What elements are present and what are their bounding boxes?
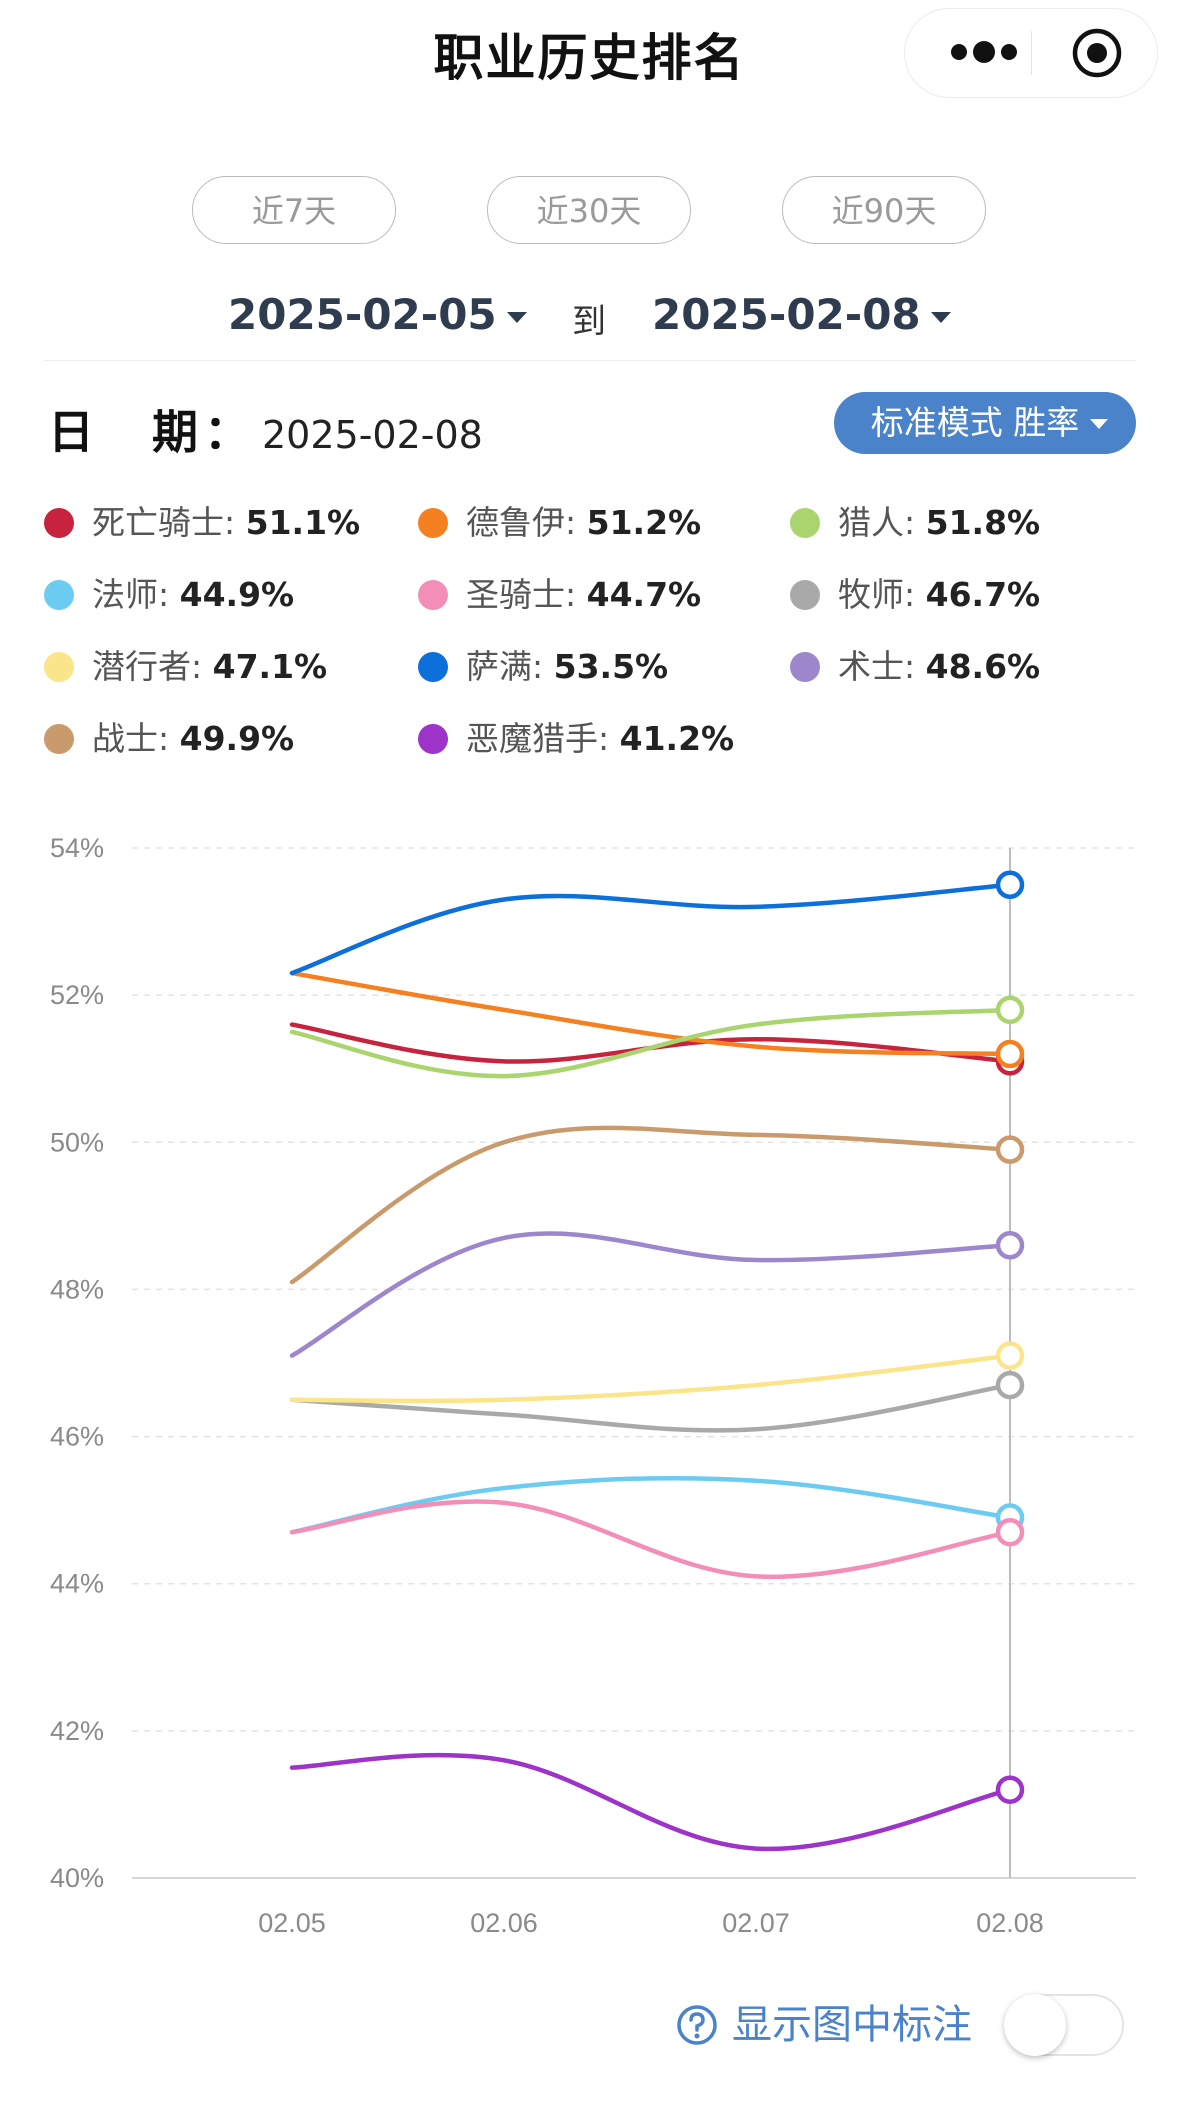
- series-line: [289, 1125, 1013, 1285]
- y-tick-label: 46%: [50, 1422, 104, 1452]
- capsule-separator: [1031, 31, 1032, 75]
- legend-dot: [44, 580, 74, 610]
- end-date-select[interactable]: 2025-02-08: [652, 290, 951, 339]
- series-line: [289, 882, 1013, 976]
- section-divider: [44, 360, 1136, 361]
- legend-dot: [44, 508, 74, 538]
- toggle-knob[interactable]: [1004, 1994, 1066, 2056]
- chevron-down-icon: [930, 312, 951, 323]
- y-tick-label: 40%: [50, 1863, 104, 1893]
- chevron-down-icon: [1090, 419, 1108, 429]
- legend-value: 49.9%: [179, 719, 295, 758]
- legend-name: 术士: [838, 647, 904, 686]
- legend-dot: [44, 724, 74, 754]
- legend-name: 法师: [92, 575, 158, 614]
- mini-program-capsule: [904, 8, 1158, 98]
- legend-dot: [790, 508, 820, 538]
- x-tick-label: 02.07: [722, 1908, 790, 1938]
- legend-name: 牧师: [838, 575, 904, 614]
- annotation-toggle-switch[interactable]: [1004, 1994, 1124, 2056]
- y-tick-label: 42%: [50, 1716, 104, 1746]
- legend-dot: [790, 652, 820, 682]
- series-line: [289, 970, 1013, 1057]
- series-point: [995, 1517, 1025, 1547]
- page-title: 职业历史排名: [433, 29, 746, 87]
- end-date-value: 2025-02-08: [652, 290, 921, 339]
- legend-name: 德鲁伊: [466, 503, 565, 542]
- legend-name: 战士: [92, 719, 158, 758]
- more-dots-icon[interactable]: [939, 29, 1029, 75]
- y-tick-label: 52%: [50, 980, 104, 1010]
- x-tick-label: 02.05: [258, 1908, 326, 1938]
- series-line: [289, 1475, 1013, 1535]
- series-point: [995, 1231, 1025, 1260]
- range-button-7d[interactable]: 近7天: [192, 176, 396, 244]
- y-tick-label: 54%: [50, 833, 104, 863]
- y-tick-label: 48%: [50, 1274, 104, 1304]
- legend-dot: [418, 580, 448, 610]
- series-line: [289, 1752, 1013, 1852]
- series-point: [995, 1370, 1025, 1400]
- legend-name: 恶魔猎手: [466, 719, 598, 758]
- series-line: [289, 1382, 1013, 1433]
- legend-name: 萨满: [466, 647, 532, 686]
- legend-dot: [44, 652, 74, 682]
- series-line: [289, 1007, 1013, 1079]
- x-tick-label: 02.08: [976, 1908, 1044, 1938]
- series-line: [289, 1231, 1013, 1358]
- legend-dot: [418, 508, 448, 538]
- question-circle-icon[interactable]: [676, 2004, 718, 2046]
- range-button-30d[interactable]: 近30天: [487, 176, 691, 244]
- legend-name: 潜行者: [92, 647, 191, 686]
- series-line: [289, 1499, 1013, 1580]
- legend-dot: [418, 652, 448, 682]
- legend-dot: [418, 724, 448, 754]
- y-tick-label: 44%: [50, 1569, 104, 1599]
- series-point: [995, 995, 1025, 1025]
- series-line: [289, 1022, 1013, 1064]
- legend-value: 51.8%: [925, 503, 1041, 542]
- series-point: [995, 1039, 1025, 1069]
- range-button-90d[interactable]: 近90天: [782, 176, 986, 244]
- selected-date-row: 日 期： 2025-02-08: [48, 396, 483, 462]
- mode-select-label: 标准模式 胜率: [870, 403, 1080, 442]
- legend-value: 48.6%: [925, 647, 1041, 686]
- series-point: [995, 1775, 1025, 1804]
- legend-name: 圣骑士: [466, 575, 565, 614]
- x-tick-label: 02.06: [470, 1908, 538, 1938]
- legend-dot: [790, 580, 820, 610]
- start-date-select[interactable]: 2025-02-05: [228, 290, 527, 339]
- legend-name: 猎人: [838, 503, 904, 542]
- date-label: 日 期：: [48, 405, 256, 459]
- annotation-toggle-label: 显示图中标注: [732, 2002, 972, 2048]
- legend-value: 46.7%: [925, 575, 1041, 614]
- legend-value: 41.2%: [619, 719, 735, 758]
- date-value: 2025-02-08: [262, 413, 483, 457]
- win-rate-line-chart[interactable]: 54% 52% 50% 48% 46% 44% 42% 40% 02.05 02.06 02.07 0…: [0, 800, 1179, 1960]
- legend-value: 47.1%: [212, 647, 328, 686]
- legend-name: 死亡骑士: [92, 503, 224, 542]
- legend-value: 53.5%: [553, 647, 669, 686]
- series-line: [289, 1353, 1013, 1404]
- y-tick-label: 50%: [50, 1127, 104, 1157]
- series-point: [995, 1341, 1025, 1370]
- legend-value: 44.9%: [179, 575, 295, 614]
- start-date-value: 2025-02-05: [228, 290, 497, 339]
- series-point: [995, 1135, 1025, 1164]
- legend-value: 51.2%: [586, 503, 702, 542]
- to-label: 到: [572, 302, 606, 342]
- target-circle-icon[interactable]: [1071, 27, 1123, 79]
- series-point: [995, 870, 1025, 900]
- mode-select-button[interactable]: 标准模式 胜率: [834, 392, 1136, 454]
- legend-value: 51.1%: [245, 503, 361, 542]
- nav-bar: 职业历史排名: [0, 0, 1179, 110]
- legend-value: 44.7%: [586, 575, 702, 614]
- chevron-down-icon: [506, 312, 527, 323]
